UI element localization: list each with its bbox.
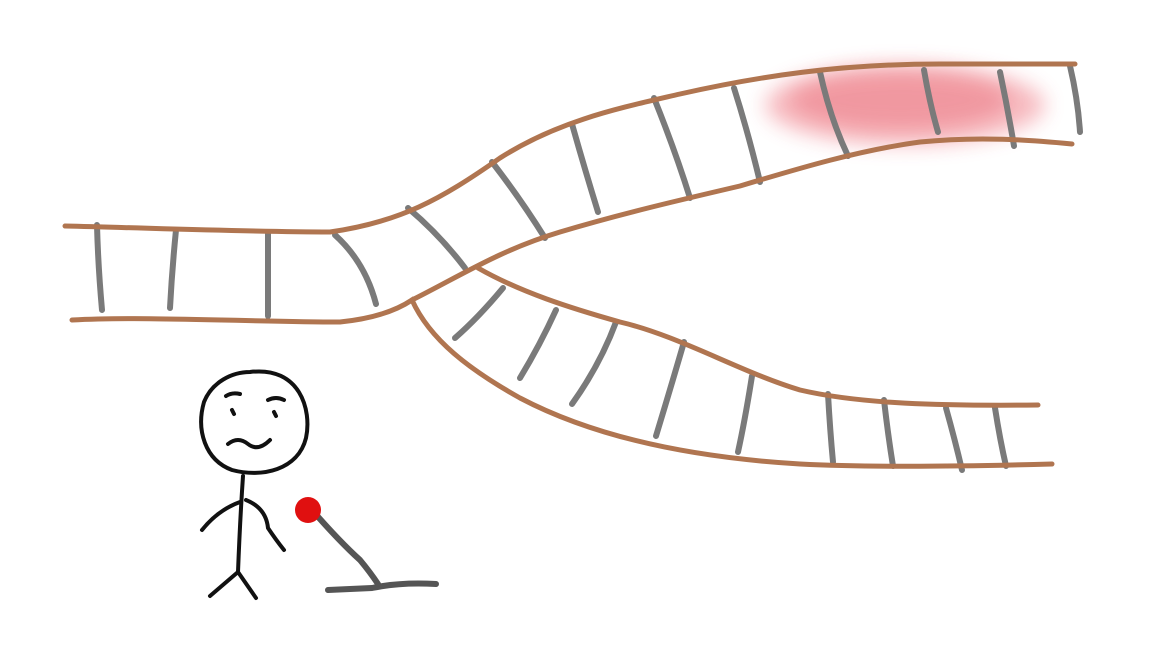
- lever-icon[interactable]: [295, 497, 439, 593]
- mouth: [226, 438, 272, 450]
- stick-figure-icon: [199, 369, 310, 600]
- right-eye: [272, 410, 278, 418]
- left-eye: [230, 408, 236, 416]
- lever-base: [325, 580, 439, 593]
- right-arm: [244, 498, 286, 552]
- lever-knob: [295, 497, 321, 523]
- right-leg: [236, 570, 258, 600]
- track-rails: [62, 61, 1078, 469]
- lever-handle: [309, 507, 381, 587]
- body: [236, 474, 245, 574]
- left-eyebrow: [224, 391, 242, 398]
- left-leg: [208, 570, 240, 598]
- left-arm: [200, 500, 242, 532]
- right-eyebrow: [266, 396, 286, 402]
- track-ties: [94, 63, 1083, 473]
- head: [199, 369, 310, 475]
